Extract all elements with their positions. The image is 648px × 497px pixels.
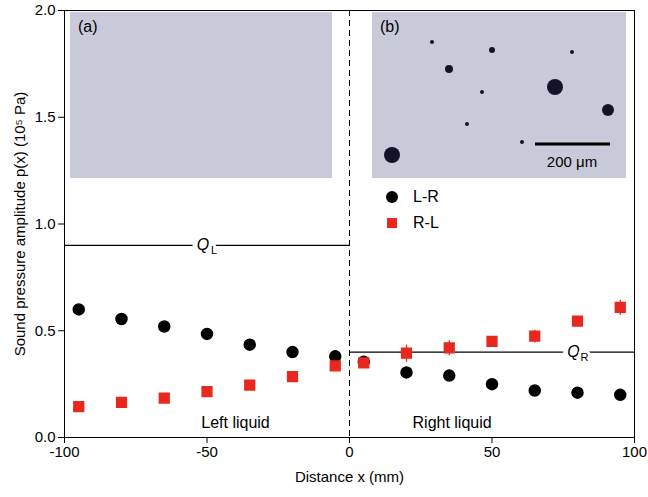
svg-text:200 μm: 200 μm (547, 153, 597, 170)
svg-text:0.0: 0.0 (34, 428, 56, 446)
svg-text:0: 0 (345, 443, 353, 460)
svg-text:Q: Q (567, 343, 579, 360)
svg-text:-50: -50 (196, 443, 218, 460)
svg-text:Sound pressure amplitude p(x): Sound pressure amplitude p(x) (10⁵ Pa) (11, 92, 28, 357)
svg-text:2.0: 2.0 (35, 1, 56, 18)
html-text:R-L: R-L (413, 214, 439, 231)
svg-text:L: L (211, 244, 217, 256)
svg-text:50: 50 (484, 443, 501, 460)
svg-text:0.5: 0.5 (35, 322, 56, 339)
svg-text:Right liquid: Right liquid (413, 414, 492, 431)
svg-text:Left liquid: Left liquid (201, 414, 270, 431)
html-text:(b): (b) (380, 18, 400, 35)
html-text:(a): (a) (78, 18, 98, 35)
svg-text:Q: Q (197, 236, 209, 253)
svg-text:1.5: 1.5 (35, 108, 56, 125)
svg-text:100: 100 (622, 443, 647, 460)
svg-text:Distance x (mm): Distance x (mm) (295, 468, 404, 485)
html-text:L-R: L-R (413, 188, 439, 205)
svg-text:R: R (581, 351, 589, 363)
svg-text:1.0: 1.0 (35, 215, 56, 232)
svg-text:-100: -100 (49, 443, 79, 460)
